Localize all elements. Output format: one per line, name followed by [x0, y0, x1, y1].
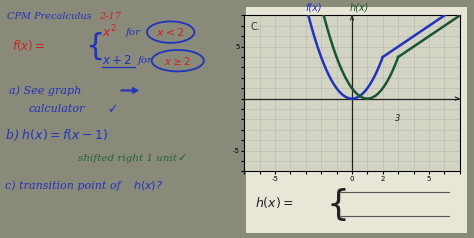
- Text: $x+2$: $x+2$: [102, 54, 132, 67]
- Text: $h(x)$?: $h(x)$?: [133, 179, 163, 192]
- Text: ✓: ✓: [178, 153, 187, 163]
- Text: $\{$: $\{$: [85, 31, 103, 62]
- Text: $x^2$: $x^2$: [102, 24, 117, 40]
- Text: $\{$: $\{$: [326, 186, 346, 223]
- Text: for: for: [137, 56, 153, 65]
- Text: for: for: [126, 28, 141, 37]
- Text: shifted right 1 unit: shifted right 1 unit: [78, 154, 177, 163]
- Text: f(x): f(x): [305, 2, 322, 12]
- Text: $h(x) =$: $h(x) =$: [255, 195, 294, 210]
- Text: $x\geq 2$: $x\geq 2$: [164, 55, 191, 67]
- Text: 3: 3: [395, 114, 401, 123]
- Text: calculator: calculator: [28, 104, 85, 114]
- Text: ✓: ✓: [107, 103, 117, 116]
- Text: $x<2$: $x<2$: [156, 26, 185, 38]
- Text: 2-17: 2-17: [100, 12, 121, 21]
- Text: C.: C.: [250, 22, 260, 32]
- Text: a) See graph: a) See graph: [9, 85, 82, 96]
- Text: h(x): h(x): [350, 2, 369, 12]
- Text: $f(x) =$: $f(x) =$: [12, 38, 45, 53]
- Text: CPM Precalculus: CPM Precalculus: [7, 12, 92, 21]
- FancyBboxPatch shape: [246, 7, 467, 233]
- Text: b) $h(x)=f(x-1)$: b) $h(x)=f(x-1)$: [5, 128, 108, 143]
- Text: c) transition point of: c) transition point of: [5, 180, 120, 191]
